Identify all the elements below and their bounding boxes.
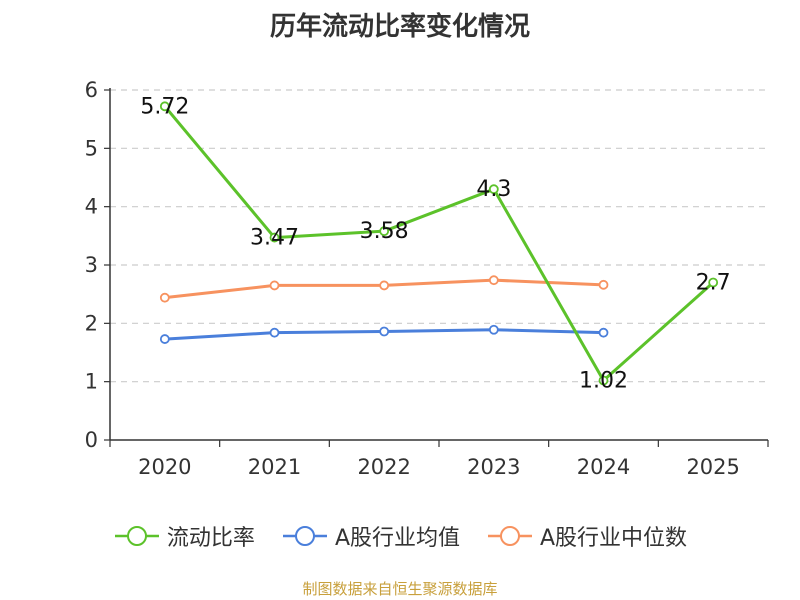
legend-item-current-ratio[interactable]: 流动比率 bbox=[113, 520, 255, 552]
data-point bbox=[379, 326, 390, 337]
data-point bbox=[488, 275, 499, 286]
y-tick-label: 6 bbox=[85, 78, 98, 102]
data-point bbox=[269, 232, 280, 243]
data-point bbox=[159, 292, 170, 303]
legend-marker-icon bbox=[114, 526, 159, 546]
y-tick-label: 4 bbox=[85, 195, 98, 219]
data-point bbox=[598, 327, 609, 338]
legend-marker-icon bbox=[282, 526, 327, 546]
chart-title: 历年流动比率变化情况 bbox=[269, 12, 530, 42]
data-point bbox=[488, 324, 499, 335]
x-tick-label: 2022 bbox=[357, 455, 410, 479]
data-label: 4.3 bbox=[476, 177, 511, 202]
x-tick-label: 2024 bbox=[577, 455, 630, 479]
y-tick-label: 2 bbox=[85, 311, 98, 335]
axes: 0 1 2 3 4 5 6 2020 2021 2022 2023 2024 2025 bbox=[85, 78, 769, 479]
data-label: 1.02 bbox=[579, 369, 628, 394]
x-tick-label: 2023 bbox=[467, 455, 520, 479]
data-point bbox=[159, 334, 170, 344]
data-labels: 5.72 3.47 3.58 4.3 1.02 2.7 bbox=[140, 94, 730, 393]
legend-label: A股行业均值 bbox=[334, 526, 460, 551]
x-tick-label: 2025 bbox=[686, 455, 739, 479]
legend: 流动比率 A股行业均值 A股行业中位数 bbox=[0, 518, 800, 554]
data-point bbox=[379, 226, 390, 237]
data-point bbox=[598, 279, 609, 290]
data-source-note: 制图数据来自恒生聚源数据库 bbox=[302, 580, 498, 598]
legend-label: A股行业中位数 bbox=[540, 526, 688, 551]
legend-item-industry-median[interactable]: A股行业中位数 bbox=[486, 520, 687, 552]
legend-label: 流动比率 bbox=[166, 526, 255, 551]
data-point bbox=[488, 184, 499, 195]
data-label: 2.7 bbox=[696, 271, 731, 296]
data-point bbox=[269, 280, 280, 291]
data-label: 3.47 bbox=[250, 226, 299, 251]
data-point bbox=[708, 277, 719, 288]
y-tick-label: 0 bbox=[85, 428, 98, 452]
series-lines bbox=[159, 101, 719, 386]
x-tick-label: 2021 bbox=[248, 455, 301, 479]
x-tick-label: 2020 bbox=[138, 455, 191, 479]
data-point bbox=[159, 101, 170, 112]
series-line bbox=[163, 105, 715, 382]
data-label: 5.72 bbox=[140, 94, 189, 119]
y-tick-label: 1 bbox=[85, 370, 98, 394]
legend-marker-icon bbox=[488, 526, 532, 546]
data-point bbox=[269, 327, 280, 338]
data-point bbox=[379, 280, 390, 291]
legend-item-industry-mean[interactable]: A股行业均值 bbox=[281, 520, 460, 552]
y-tick-label: 5 bbox=[85, 136, 98, 160]
data-point bbox=[598, 375, 609, 386]
y-tick-label: 3 bbox=[85, 253, 98, 277]
data-label: 3.58 bbox=[360, 219, 409, 244]
